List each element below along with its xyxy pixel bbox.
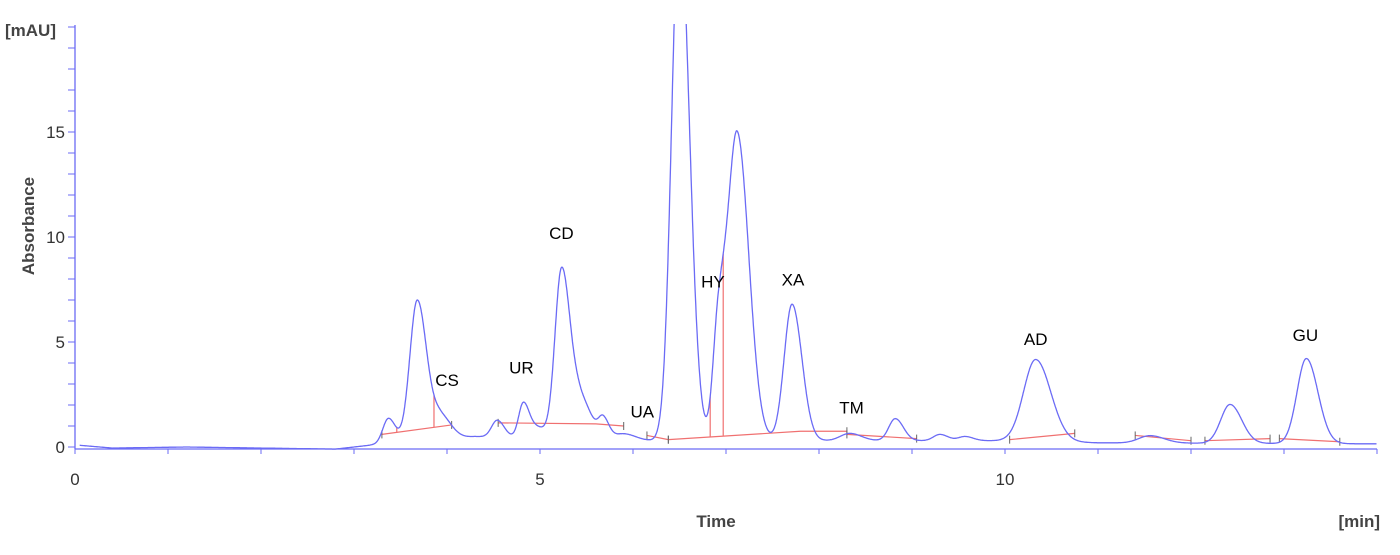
integration-baseline: [381, 424, 452, 435]
peak-annotations: CS UR CD UA HY XA TM AD GU: [435, 224, 1318, 422]
peak-label-gu: GU: [1293, 326, 1319, 345]
peak-label-tm: TM: [839, 398, 864, 417]
integration-baseline: [1009, 432, 1075, 441]
y-unit-label: [mAU]: [5, 21, 56, 40]
y-tick-label: 0: [56, 438, 65, 457]
peak-label-cs: CS: [435, 371, 459, 390]
chromatogram-trace: [79, 24, 1377, 450]
x-unit-label: [min]: [1338, 512, 1380, 531]
integration-baseline: [646, 434, 669, 441]
peak-label-ur: UR: [509, 359, 534, 378]
y-tick-label: 10: [46, 228, 65, 247]
integration-baseline: [1279, 438, 1340, 443]
integration-baseline: [668, 430, 847, 441]
integration-baseline: [1204, 438, 1271, 442]
peak-label-cd: CD: [549, 224, 574, 243]
y-tick-label: 15: [46, 123, 65, 142]
peak-label-xa: XA: [782, 270, 805, 289]
y-axis-label: Absorbance: [19, 177, 38, 275]
peak-label-hy: HY: [701, 272, 725, 291]
y-tick-label: 5: [56, 333, 65, 352]
x-tick-label: 5: [535, 470, 544, 489]
integration-baseline: [498, 422, 624, 427]
peak-label-ua: UA: [630, 403, 654, 422]
axes: 0 5 10 15 0 5 10: [46, 25, 1378, 489]
x-tick-label: 0: [70, 470, 79, 489]
x-axis-label: Time: [696, 512, 735, 531]
peak-label-ad: AD: [1024, 330, 1048, 349]
x-tick-label: 10: [996, 470, 1015, 489]
